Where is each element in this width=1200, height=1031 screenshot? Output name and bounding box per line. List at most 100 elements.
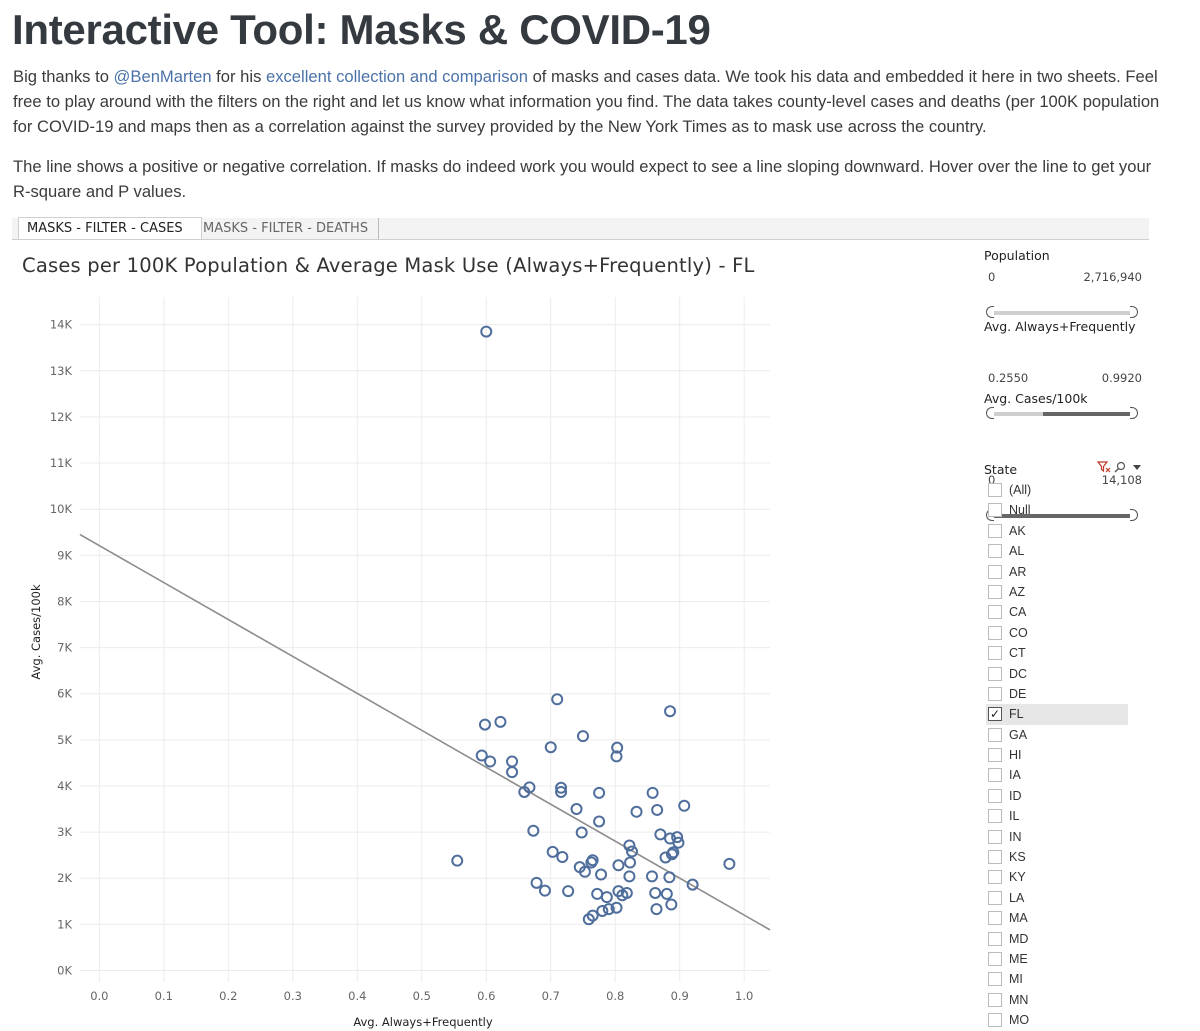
- checkbox[interactable]: [988, 584, 1002, 599]
- data-point[interactable]: [591, 887, 604, 900]
- state-option[interactable]: CA: [986, 602, 1128, 622]
- slider-max-handle[interactable]: [1130, 306, 1138, 318]
- benmarten-link[interactable]: @BenMarten: [113, 67, 212, 86]
- state-option[interactable]: IN: [986, 827, 1128, 847]
- search-icon[interactable]: [1114, 461, 1126, 473]
- data-point[interactable]: [576, 730, 589, 743]
- checkbox[interactable]: [988, 686, 1002, 701]
- data-point[interactable]: [611, 741, 624, 754]
- collection-link[interactable]: excellent collection and comparison: [265, 67, 528, 86]
- data-point[interactable]: [610, 750, 623, 763]
- slider-min-handle[interactable]: [986, 306, 994, 318]
- slider-selected-range[interactable]: [990, 514, 1132, 518]
- checkbox[interactable]: [988, 931, 1002, 946]
- trend-line[interactable]: [79, 533, 771, 931]
- data-point[interactable]: [664, 705, 677, 718]
- tab-masks-filter-cases[interactable]: MASKS - FILTER - CASES: [18, 217, 202, 239]
- state-option[interactable]: AL: [986, 541, 1128, 561]
- checkbox[interactable]: [988, 523, 1002, 538]
- state-option[interactable]: ME: [986, 949, 1128, 969]
- state-option[interactable]: IL: [986, 806, 1128, 826]
- data-point[interactable]: [593, 815, 606, 828]
- data-point[interactable]: [671, 831, 684, 844]
- checkbox[interactable]: [988, 564, 1002, 579]
- mask-range-slider[interactable]: [984, 407, 1142, 421]
- data-point[interactable]: [596, 904, 609, 917]
- data-point[interactable]: [494, 715, 507, 728]
- data-point[interactable]: [649, 886, 662, 899]
- data-point[interactable]: [555, 781, 568, 794]
- state-option[interactable]: KY: [986, 867, 1128, 887]
- state-option[interactable]: AR: [986, 562, 1128, 582]
- population-range-slider[interactable]: [984, 306, 1142, 320]
- state-option[interactable]: HI: [986, 745, 1128, 765]
- data-point[interactable]: [546, 845, 559, 858]
- state-option[interactable]: ID: [986, 786, 1128, 806]
- data-point[interactable]: [654, 828, 667, 841]
- checkbox[interactable]: [988, 911, 1002, 926]
- checkbox[interactable]: [988, 992, 1002, 1007]
- data-point[interactable]: [578, 865, 591, 878]
- data-point[interactable]: [660, 887, 673, 900]
- data-point[interactable]: [616, 889, 629, 902]
- data-point[interactable]: [651, 803, 664, 816]
- data-point[interactable]: [518, 785, 531, 798]
- data-point[interactable]: [506, 766, 519, 779]
- data-point[interactable]: [630, 805, 643, 818]
- data-point[interactable]: [595, 868, 608, 881]
- data-point[interactable]: [551, 693, 564, 706]
- data-point[interactable]: [626, 845, 638, 858]
- state-option[interactable]: DE: [986, 684, 1128, 704]
- data-point[interactable]: [646, 786, 659, 799]
- checkbox[interactable]: [988, 544, 1002, 559]
- data-point[interactable]: [665, 848, 678, 861]
- data-point[interactable]: [480, 325, 493, 338]
- data-point[interactable]: [582, 913, 595, 926]
- checkbox[interactable]: [988, 605, 1002, 620]
- data-point[interactable]: [484, 755, 497, 768]
- state-option[interactable]: AZ: [986, 582, 1128, 602]
- data-point[interactable]: [544, 741, 557, 754]
- slider-selected-range[interactable]: [1042, 412, 1132, 416]
- data-point[interactable]: [586, 909, 599, 922]
- checkbox[interactable]: [988, 727, 1002, 742]
- state-option[interactable]: LA: [986, 888, 1128, 908]
- checkbox[interactable]: [988, 809, 1002, 824]
- data-point[interactable]: [659, 851, 672, 864]
- data-point[interactable]: [723, 857, 736, 870]
- data-point[interactable]: [506, 755, 519, 768]
- data-point[interactable]: [612, 859, 625, 872]
- data-point[interactable]: [530, 876, 543, 889]
- state-option[interactable]: (All): [986, 480, 1128, 500]
- data-point[interactable]: [686, 878, 699, 891]
- checkbox[interactable]: [988, 748, 1002, 763]
- checkbox[interactable]: [988, 951, 1002, 966]
- checkbox[interactable]: [988, 503, 1002, 518]
- data-point[interactable]: [600, 891, 613, 904]
- data-point[interactable]: [562, 885, 575, 898]
- data-point[interactable]: [538, 884, 551, 897]
- data-point[interactable]: [585, 856, 598, 869]
- clear-filter-icon[interactable]: [1097, 461, 1111, 473]
- state-option[interactable]: ✓ FL: [986, 704, 1128, 725]
- checkbox[interactable]: [988, 890, 1002, 905]
- tab-masks-filter-deaths[interactable]: MASKS - FILTER - DEATHS: [195, 218, 379, 239]
- checkbox-checked[interactable]: ✓: [988, 707, 1002, 722]
- state-option[interactable]: MI: [986, 969, 1128, 989]
- checkbox[interactable]: [988, 870, 1002, 885]
- slider-max-handle[interactable]: [1130, 407, 1138, 419]
- data-point[interactable]: [623, 839, 636, 852]
- state-option[interactable]: AK: [986, 521, 1128, 541]
- state-option[interactable]: GA: [986, 725, 1128, 745]
- data-point[interactable]: [678, 799, 691, 812]
- data-point[interactable]: [602, 903, 615, 916]
- data-point[interactable]: [624, 856, 637, 869]
- data-point[interactable]: [623, 870, 636, 883]
- checkbox[interactable]: [988, 483, 1002, 497]
- data-point[interactable]: [610, 901, 623, 914]
- data-point[interactable]: [478, 718, 491, 731]
- checkbox[interactable]: [988, 666, 1002, 681]
- slider-min-handle[interactable]: [986, 407, 994, 419]
- trend-line-group[interactable]: [79, 533, 771, 931]
- data-point[interactable]: [575, 826, 588, 839]
